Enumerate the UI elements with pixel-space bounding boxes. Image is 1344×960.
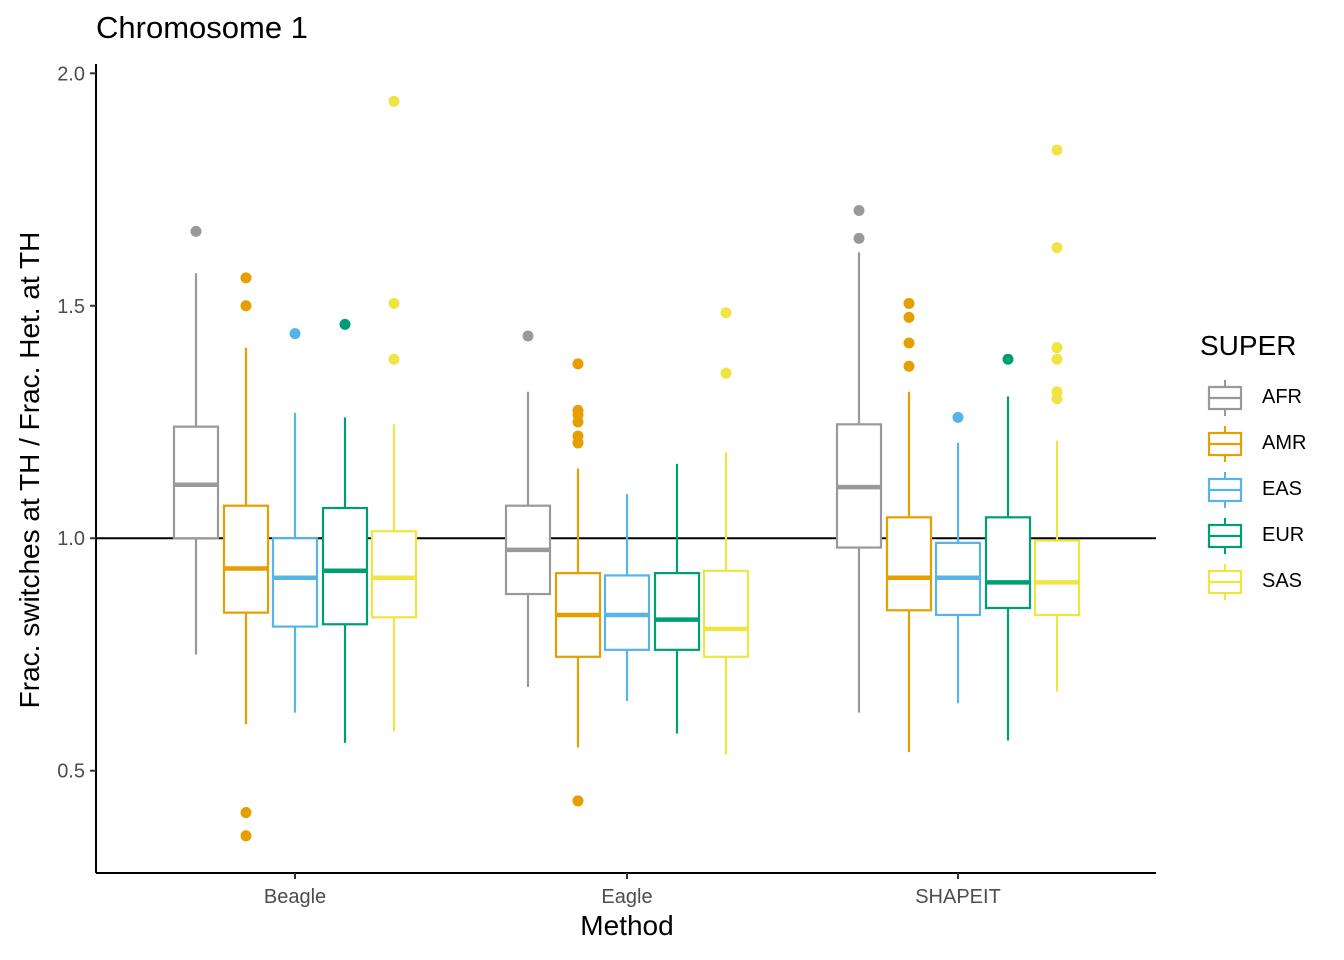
outlier-point (1051, 144, 1063, 156)
box-eagle-afr (504, 330, 552, 688)
box-beagle-eas (271, 328, 319, 713)
legend-label-afr: AFR (1262, 386, 1302, 408)
outlier-point (720, 307, 732, 319)
legend-key-eur (1207, 518, 1243, 554)
box-eagle-eur (653, 463, 701, 734)
box-beagle-amr (222, 272, 270, 842)
outlier-point (853, 204, 865, 216)
x-tick-label-beagle: Beagle (264, 886, 326, 908)
outlier-point (903, 337, 915, 349)
outlier-point (1002, 353, 1014, 365)
box-body (603, 574, 651, 651)
outlier-point (1051, 342, 1063, 354)
outlier-point (572, 358, 584, 370)
outlier-point (522, 330, 534, 342)
box-body (1033, 539, 1081, 617)
legend-label-eas: EAS (1262, 478, 1303, 500)
box-shapeit-afr (835, 204, 883, 713)
box-shapeit-amr (885, 297, 933, 753)
outlier-point (190, 225, 202, 237)
box-body (222, 504, 270, 614)
outlier-point (572, 437, 584, 449)
x-tick-label-eagle: Eagle (601, 886, 652, 908)
box-eagle-sas (702, 307, 750, 755)
outlier-point (388, 95, 400, 107)
box-beagle-sas (370, 95, 418, 732)
box-eagle-amr (554, 358, 602, 807)
box-beagle-afr (172, 225, 220, 655)
y-tick-label: 2.0 (57, 63, 85, 85)
y-axis-title: Frac. switches at TH / Frac. Het. at TH (14, 231, 45, 709)
box-body (172, 425, 220, 540)
outlier-point (1051, 353, 1063, 365)
outlier-point (903, 360, 915, 372)
outlier-point (388, 353, 400, 365)
outlier-point (720, 367, 732, 379)
box-eagle-eas (603, 494, 651, 701)
box-shapeit-sas (1033, 144, 1081, 692)
legend-label-sas: SAS (1262, 570, 1303, 592)
outlier-point (240, 300, 252, 312)
outlier-point (388, 297, 400, 309)
x-tick-label-shapeit: SHAPEIT (915, 886, 1001, 908)
x-axis-title: Method (580, 910, 674, 941)
outlier-point (903, 311, 915, 323)
y-tick-label: 1.0 (57, 528, 85, 550)
box-shapeit-eur (984, 353, 1032, 741)
outlier-point (1051, 242, 1063, 254)
box-body (370, 530, 418, 619)
outlier-point (1051, 393, 1063, 405)
legend-label-eur: EUR (1262, 524, 1305, 546)
outlier-point (289, 328, 301, 340)
legend-key-afr (1207, 380, 1243, 416)
y-tick-label: 1.5 (57, 296, 85, 318)
legend-layer (1207, 380, 1243, 600)
chart-title: Chromosome 1 (96, 10, 308, 45)
box-body (984, 516, 1032, 610)
outlier-point (952, 411, 964, 423)
boxes-layer (172, 95, 1081, 842)
outlier-point (240, 807, 252, 819)
axes-layer: 0.5 1.0 1.5 2.0 Beagle Eagle SHAPEIT (57, 63, 1156, 908)
outlier-point (572, 795, 584, 807)
outlier-point (903, 297, 915, 309)
legend-key-amr (1207, 426, 1243, 462)
box-body (885, 516, 933, 612)
outlier-point (339, 318, 351, 330)
legend-key-eas (1207, 472, 1243, 508)
outlier-point (572, 416, 584, 428)
outlier-point (853, 232, 865, 244)
legend-label-amr: AMR (1262, 432, 1307, 454)
y-tick-label: 0.5 (57, 761, 85, 783)
box-body (702, 569, 750, 658)
box-shapeit-eas (934, 411, 982, 704)
legend-key-sas (1207, 564, 1243, 600)
outlier-point (240, 830, 252, 842)
box-body (653, 572, 701, 651)
outlier-point (240, 272, 252, 284)
box-beagle-eur (321, 318, 369, 743)
box-body (321, 506, 369, 626)
box-body (271, 537, 319, 628)
legend-title: SUPER (1200, 330, 1297, 361)
